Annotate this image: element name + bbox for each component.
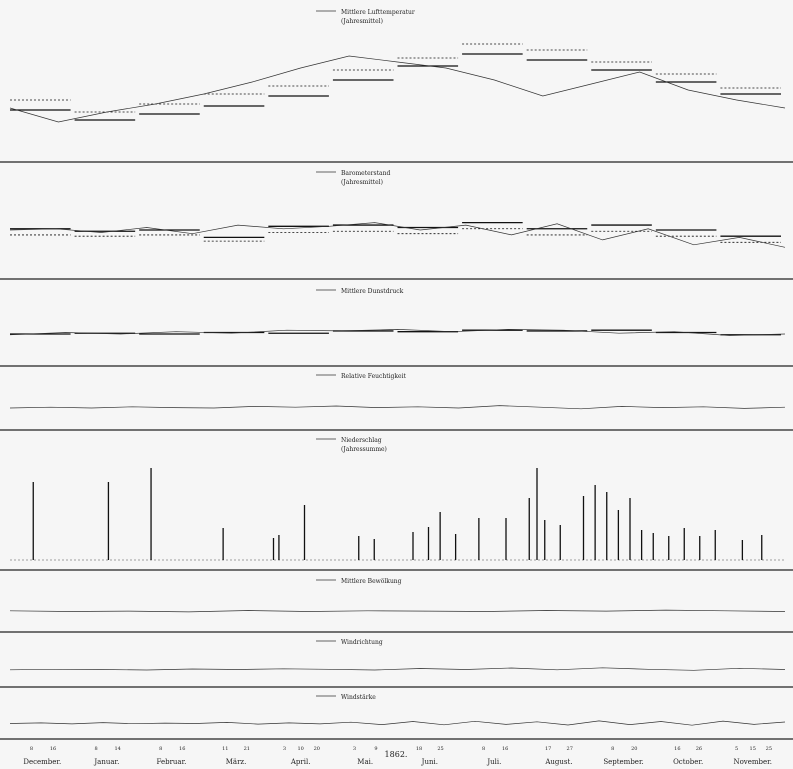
series-0-line <box>9 720 786 726</box>
panel-dividers <box>0 161 793 740</box>
month-label-0: December. <box>23 758 61 766</box>
day-tick-6-1: 25 <box>437 746 443 752</box>
month-axis: December. 8 16 Januar. 8 14 Februar. 8 16 März. 11… <box>23 746 772 766</box>
series-1-line <box>9 329 786 336</box>
month-label-11: November. <box>733 758 772 766</box>
day-tick-9-1: 20 <box>631 746 637 752</box>
legend-text: Windstärke <box>341 694 376 701</box>
month-label-1: Januar. <box>93 758 119 766</box>
day-tick-4-2: 20 <box>314 746 320 752</box>
series-0-line <box>9 667 786 671</box>
month-label-4: April. <box>290 758 311 766</box>
series-2-line <box>9 222 786 248</box>
month-label-3: März. <box>226 758 247 766</box>
day-tick-3-0: 11 <box>222 746 228 752</box>
day-tick-0-0: 8 <box>30 746 33 752</box>
legend-text: Niederschlag <box>341 437 382 444</box>
month-label-9: September. <box>603 758 643 766</box>
day-tick-1-1: 14 <box>114 746 120 752</box>
day-tick-7-0: 8 <box>482 746 485 752</box>
day-tick-4-0: 3 <box>283 746 286 752</box>
day-tick-3-1: 21 <box>244 746 250 752</box>
series-0-line <box>9 405 786 410</box>
year-label: 1862. <box>385 750 408 759</box>
day-tick-11-0: 5 <box>735 746 738 752</box>
day-tick-1-0: 8 <box>95 746 98 752</box>
legend-text: (Jahressumme) <box>341 446 387 453</box>
legend-text: (Jahresmittel) <box>341 18 383 25</box>
day-tick-4-1: 10 <box>297 746 303 752</box>
panel-4: Niederschlag (Jahressumme) <box>10 437 785 561</box>
day-tick-9-0: 8 <box>611 746 614 752</box>
legend-text: Mittlere Lufttemperatur <box>341 9 415 16</box>
day-tick-8-1: 27 <box>567 746 573 752</box>
month-label-5: Mai. <box>357 758 373 766</box>
day-tick-5-1: 9 <box>374 746 377 752</box>
month-label-7: Juli. <box>486 758 501 766</box>
month-label-10: October. <box>673 758 703 766</box>
day-tick-11-1: 15 <box>750 746 756 752</box>
legend-text: Windrichtung <box>341 639 383 646</box>
legend-text: Mittlere Bewölkung <box>341 578 402 585</box>
day-tick-2-1: 16 <box>179 746 185 752</box>
panel-7: Windstärke <box>9 694 786 726</box>
panel-3: Relative Feuchtigkeit <box>9 373 786 410</box>
panel-2: Mittlere Dunstdruck <box>9 288 786 336</box>
month-label-2: Februar. <box>156 758 186 766</box>
day-tick-10-1: 26 <box>696 746 702 752</box>
day-tick-2-0: 8 <box>159 746 162 752</box>
panel-1: Barometerstand (Jahresmittel) <box>9 170 786 248</box>
legend-text: Relative Feuchtigkeit <box>341 373 406 380</box>
day-tick-8-0: 17 <box>545 746 551 752</box>
day-tick-10-0: 16 <box>674 746 680 752</box>
panel-0: Mittlere Lufttemperatur (Jahresmittel) <box>9 9 786 123</box>
panel-6: Windrichtung <box>9 639 786 671</box>
legend-text: (Jahresmittel) <box>341 179 383 186</box>
series-0-line <box>9 609 786 613</box>
month-label-8: August. <box>544 758 572 766</box>
series-2-line <box>9 55 786 123</box>
month-label-6: Juni. <box>421 758 438 766</box>
day-tick-7-1: 16 <box>502 746 508 752</box>
day-tick-6-0: 18 <box>416 746 422 752</box>
day-tick-11-2: 25 <box>766 746 772 752</box>
legend-text: Mittlere Dunstdruck <box>341 288 404 295</box>
day-tick-0-1: 16 <box>50 746 56 752</box>
chart-panels: Mittlere Lufttemperatur(Jahresmittel)Bar… <box>9 9 786 726</box>
day-tick-5-0: 3 <box>353 746 356 752</box>
legend-text: Barometerstand <box>341 170 390 177</box>
panel-5: Mittlere Bewölkung <box>9 578 786 613</box>
